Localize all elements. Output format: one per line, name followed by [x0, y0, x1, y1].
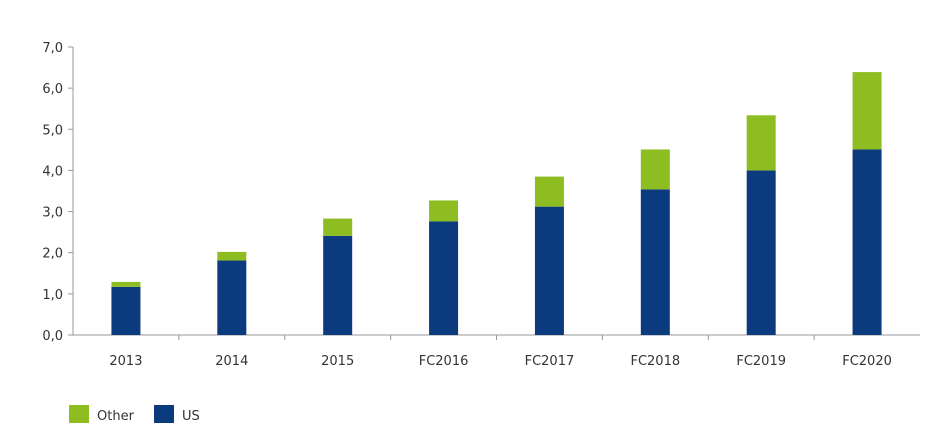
legend-swatch-us	[154, 405, 174, 423]
y-tick-label: 2,0	[42, 247, 63, 262]
x-tick-label: FC2020	[842, 354, 892, 369]
y-tick-label: 6,0	[42, 82, 63, 97]
bar-us-fc2018	[640, 189, 670, 335]
y-tick-label: 0,0	[42, 329, 63, 344]
y-tick-label: 4,0	[42, 164, 63, 179]
x-tick-label: 2015	[321, 354, 354, 369]
bar-other-2015	[323, 218, 353, 236]
bar-other-fc2017	[534, 176, 564, 207]
bar-other-fc2019	[746, 115, 776, 171]
bar-other-fc2016	[429, 200, 459, 222]
x-tick-label: 2013	[109, 354, 142, 369]
bar-other-fc2020	[852, 72, 882, 150]
y-tick-label: 3,0	[42, 206, 63, 221]
bar-other-2013	[111, 281, 141, 287]
y-tick-label: 1,0	[42, 288, 63, 303]
legend: Other US	[69, 405, 200, 424]
x-tick-labels: 2013 2014 2015 FC2016 FC2017 FC2018 FC2019 FC20…	[109, 354, 891, 369]
x-tick-label: 2014	[215, 354, 248, 369]
legend-label-us: US	[182, 409, 200, 424]
x-tick-label: FC2017	[525, 354, 575, 369]
bar-us-2014	[217, 260, 247, 335]
bar-us-2013	[111, 286, 141, 335]
bar-other-fc2018	[640, 149, 670, 190]
bar-us-fc2016	[429, 221, 459, 335]
y-tick-label: 7,0	[42, 41, 63, 56]
x-tick-label: FC2018	[630, 354, 680, 369]
x-tick-label: FC2019	[736, 354, 786, 369]
bar-other-2014	[217, 251, 247, 261]
bar-us-2015	[323, 235, 353, 335]
bar-us-fc2017	[534, 206, 564, 335]
legend-label-other: Other	[97, 409, 135, 424]
x-tick-label: FC2016	[419, 354, 469, 369]
axes: 0,0 1,0 2,0 3,0 4,0 5,0 6,0 7,0	[42, 41, 920, 344]
bar-us-fc2020	[852, 149, 882, 335]
bar-us-fc2019	[746, 170, 776, 335]
legend-swatch-other	[69, 405, 89, 423]
bars	[111, 72, 882, 335]
y-tick-label: 5,0	[42, 123, 63, 138]
